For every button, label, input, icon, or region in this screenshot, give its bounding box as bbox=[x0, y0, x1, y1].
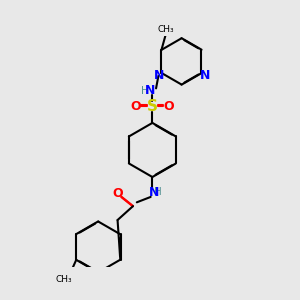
Text: O: O bbox=[112, 187, 123, 200]
Text: N: N bbox=[200, 69, 211, 82]
Text: S: S bbox=[147, 99, 158, 114]
Text: CH₃: CH₃ bbox=[56, 275, 72, 284]
Text: H: H bbox=[141, 86, 148, 96]
Text: N: N bbox=[145, 84, 155, 97]
Text: N: N bbox=[154, 69, 164, 82]
Text: H: H bbox=[154, 187, 162, 197]
Text: N: N bbox=[148, 186, 159, 199]
Text: CH₃: CH₃ bbox=[157, 25, 174, 34]
Text: O: O bbox=[164, 100, 175, 112]
Text: O: O bbox=[130, 100, 141, 112]
